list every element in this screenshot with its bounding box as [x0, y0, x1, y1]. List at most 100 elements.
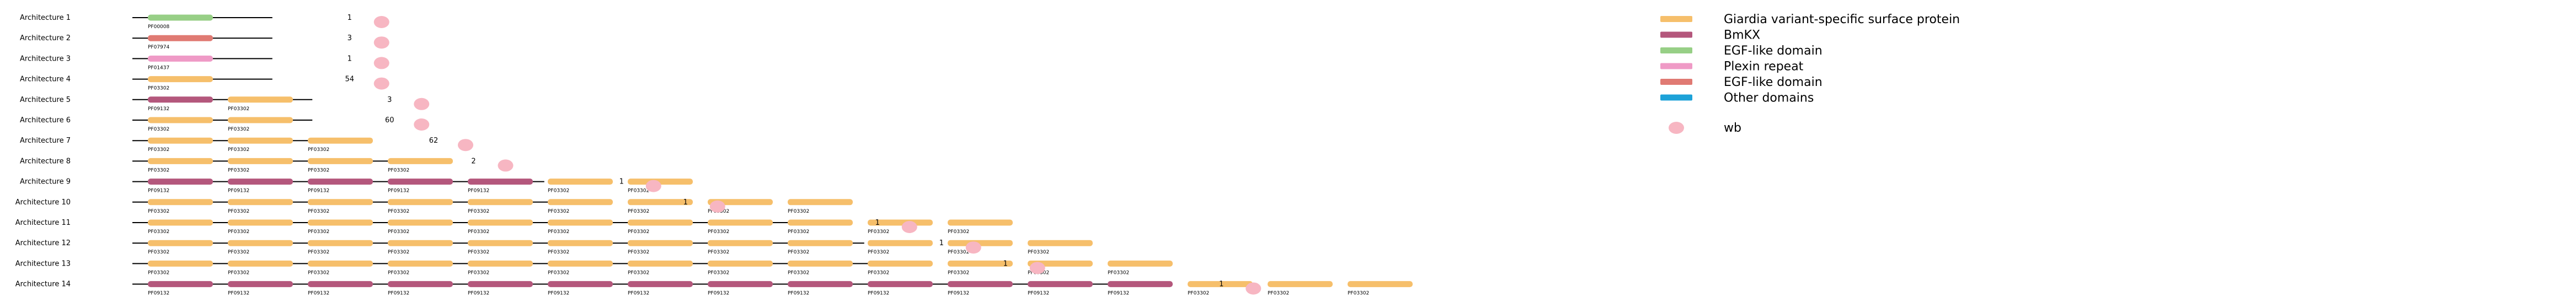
architecture-row: Architecture 3 PF01437 1	[20, 55, 389, 71]
domain-bar	[1348, 281, 1413, 288]
domain-bar	[548, 260, 613, 267]
domain-label: PF03302	[548, 229, 569, 235]
domain-bar	[468, 281, 533, 288]
legend-species-marker	[1669, 122, 1684, 134]
domain-bar	[1108, 260, 1173, 267]
domain-bar	[788, 199, 853, 206]
domain-bar	[548, 219, 613, 226]
domain-label: PF09132	[308, 291, 329, 296]
domain-label: PF09132	[388, 291, 409, 296]
domain-bar	[468, 260, 533, 267]
domain-bar	[548, 240, 613, 246]
domain-label: PF03302	[948, 270, 969, 275]
domain-label: PF00008	[148, 24, 170, 30]
domain-bar	[148, 35, 213, 41]
domain-bar	[308, 137, 373, 144]
domain-label: PF03302	[308, 209, 329, 214]
domain-label: PF03302	[148, 127, 169, 132]
domain-bar	[628, 240, 693, 246]
domain-label: PF09132	[708, 291, 729, 296]
domain-label: PF03302	[628, 229, 649, 235]
domain-bar	[148, 55, 213, 62]
legend-swatch	[1660, 63, 1692, 69]
domain-bar	[548, 281, 613, 288]
domain-label: PF03302	[1348, 291, 1369, 296]
domain-bar	[948, 219, 1013, 226]
domain-bar	[148, 179, 213, 185]
domain-bar	[628, 260, 693, 267]
species-marker	[414, 98, 430, 110]
domain-bar	[308, 240, 373, 246]
domain-label: PF03302	[308, 229, 329, 235]
legend-swatch	[1660, 94, 1692, 101]
domain-bar	[1028, 281, 1093, 288]
domain-label: PF03302	[628, 188, 649, 194]
species-marker	[1246, 282, 1262, 295]
legend-swatch	[1660, 47, 1692, 53]
domain-bar	[308, 158, 373, 164]
species-marker	[498, 159, 514, 172]
domain-label: PF03302	[548, 188, 569, 194]
domain-label: PF09132	[788, 291, 809, 296]
count-label: 2	[471, 157, 475, 165]
count-label: 1	[875, 219, 880, 227]
domain-label: PF03302	[868, 229, 889, 235]
count-label: 1	[939, 239, 944, 247]
domain-bar	[228, 158, 293, 164]
domain-bar	[228, 117, 293, 123]
count-label: 3	[387, 96, 392, 104]
domain-bar	[948, 281, 1013, 288]
architecture-row: Architecture 1 PF00008 1	[20, 14, 389, 30]
domain-bar	[388, 179, 453, 185]
species-marker	[965, 241, 981, 254]
domain-label: PF03302	[148, 167, 169, 173]
domain-label: PF09132	[628, 291, 649, 296]
legend-species-label: wb	[1724, 121, 1741, 135]
domain-label: PF09132	[228, 188, 249, 194]
domain-label: PF09132	[308, 188, 329, 194]
legend-entry-label: Giardia variant-specific surface protein	[1724, 13, 1960, 26]
domain-label: PF03302	[548, 270, 569, 275]
domain-label: PF03302	[308, 270, 329, 275]
domain-bar	[628, 281, 693, 288]
domain-bar	[308, 199, 373, 206]
domain-label: PF03302	[468, 270, 489, 275]
legend-entry-label: EGF-like domain	[1724, 44, 1823, 58]
count-label: 1	[1219, 280, 1223, 289]
domain-bar	[548, 199, 613, 206]
architecture-row: Architecture 9 PF09132 PF09132 PF09132 PF091…	[20, 178, 693, 194]
domain-label: PF09132	[948, 291, 969, 296]
architecture-row: Architecture 10 PF03302 PF03302 PF03302 PF03…	[15, 198, 853, 214]
architecture-label: Architecture 4	[20, 75, 71, 84]
domain-bar	[868, 219, 933, 226]
domain-bar	[228, 96, 293, 103]
domain-bar	[548, 179, 613, 185]
domain-label: PF03302	[628, 270, 649, 275]
domain-bar	[388, 240, 453, 246]
architecture-label: Architecture 3	[20, 55, 71, 63]
architecture-label: Architecture 7	[20, 137, 71, 145]
domain-bar	[468, 219, 533, 226]
domain-label: PF03302	[1108, 270, 1129, 275]
architecture-row: Architecture 13 PF03302 PF03302 PF03302 PF03…	[15, 260, 1173, 275]
domain-label: PF03302	[388, 250, 409, 255]
count-label: 1	[348, 55, 352, 63]
domain-bar	[148, 281, 213, 288]
domain-label: PF03302	[708, 250, 729, 255]
legend-entry-label: Other domains	[1724, 91, 1814, 105]
domain-label: PF03302	[228, 250, 249, 255]
architecture-label: Architecture 8	[20, 157, 71, 165]
domain-label: PF03302	[788, 250, 809, 255]
legend-entry-label: BmKX	[1724, 29, 1760, 42]
species-marker	[645, 180, 661, 192]
domain-bar	[948, 240, 1013, 246]
species-marker	[458, 139, 473, 152]
domain-bar	[228, 260, 293, 267]
domain-bar	[708, 240, 773, 246]
domain-bar	[468, 199, 533, 206]
domain-bar	[148, 76, 213, 83]
domain-label: PF03302	[148, 209, 169, 214]
domain-bar	[228, 179, 293, 185]
architecture-label: Architecture 12	[15, 239, 71, 247]
